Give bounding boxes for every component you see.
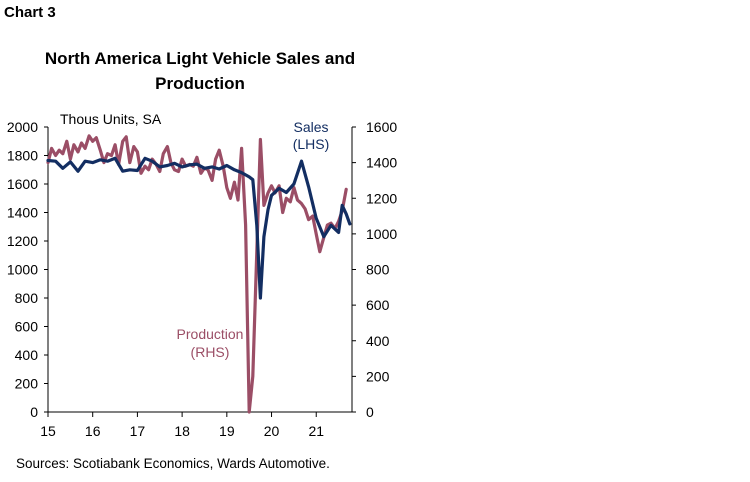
x-tick-label: 19: [219, 423, 235, 439]
x-tick-label: 17: [130, 423, 146, 439]
x-tick-label: 21: [308, 423, 324, 439]
x-tick-label: 18: [174, 423, 190, 439]
y-left-tick-label: 600: [15, 319, 39, 335]
y-left-tick-label: 1600: [7, 176, 38, 192]
units-label: Thous Units, SA: [60, 111, 162, 127]
y-right-tick-label: 0: [366, 404, 374, 420]
sales-line: [46, 156, 352, 300]
y-right-tick-label: 1000: [366, 226, 397, 242]
labels-group: Thous Units, SA Sales(LHS) Production (RHS): [60, 111, 329, 360]
chart-number: Chart 3: [4, 4, 56, 21]
chart-title: North America Light Vehicle Sales and Pr…: [0, 46, 400, 96]
y-left-tick-label: 2000: [7, 119, 38, 135]
production-label-line-2: (RHS): [191, 344, 230, 360]
y-right-tick-label: 1200: [366, 190, 397, 206]
y-right-tick-label: 600: [366, 297, 390, 313]
production-line: [46, 134, 348, 414]
y-right-tick-label: 200: [366, 368, 390, 384]
y-left-tick-label: 400: [15, 347, 39, 363]
y-left-tick-label: 1800: [7, 148, 38, 164]
sales-label-line-2: (LHS): [293, 136, 330, 152]
source-note: Sources: Scotiabank Economics, Wards Aut…: [16, 456, 330, 471]
sales-label-line-1: Sales: [293, 119, 328, 135]
x-tick-label: 20: [264, 423, 280, 439]
axes-group: 0 200 400 600 800 1000 1200 1400 1600 1800 2000 0 20…: [7, 119, 398, 439]
x-tick-label: 16: [85, 423, 101, 439]
y-left-tick-label: 800: [15, 290, 39, 306]
y-right-tick-label: 1600: [366, 119, 397, 135]
y-right-tick-label: 1400: [366, 155, 397, 171]
y-right-tick-label: 800: [366, 262, 390, 278]
y-left-tick-label: 1400: [7, 205, 38, 221]
y-right-tick-label: 400: [366, 333, 390, 349]
x-tick-label: 15: [40, 423, 56, 439]
y-left-tick-label: 1000: [7, 262, 38, 278]
chart-title-line-1: North America Light Vehicle Sales and: [44, 49, 356, 68]
y-left-tick-label: 200: [15, 376, 39, 392]
y-left-tick-label: 0: [30, 404, 38, 420]
chart-title-line-2: Production: [155, 74, 245, 93]
y-left-tick-label: 1200: [7, 233, 38, 249]
series-group: [46, 134, 352, 414]
production-label-line-1: Production: [177, 326, 244, 342]
